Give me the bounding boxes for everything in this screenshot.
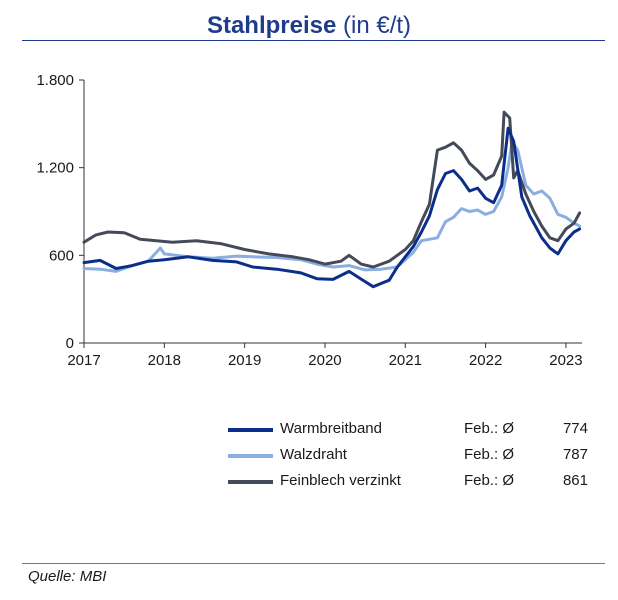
x-tick-label: 2020 [308, 352, 341, 369]
legend-label-warmbreitband: Warmbreitband [280, 420, 382, 437]
series-line-feinblech-verzinkt [82, 110, 582, 269]
legend-item-feinblech: Feinblech verzinkt Feb.: Ø 861 [228, 470, 608, 494]
legend-item-walzdraht: Walzdraht Feb.: Ø 787 [228, 444, 608, 468]
source-rule [22, 563, 605, 564]
legend-swatch-feinblech [228, 480, 273, 484]
x-tick-label: 2018 [148, 352, 181, 369]
legend-swatch-walzdraht [228, 454, 273, 458]
chart-title-unit: (in €/t) [343, 12, 412, 39]
x-tick-label: 2017 [67, 352, 100, 369]
y-tick-label: 0 [66, 335, 74, 352]
x-tick-label: 2021 [389, 352, 422, 369]
source-note: Quelle: MBI [28, 568, 107, 585]
legend-stat-label-warmbreitband: Feb.: Ø [464, 420, 515, 437]
chart-title-bold: Stahlpreise [206, 12, 337, 39]
legend-label-walzdraht: Walzdraht [280, 446, 347, 463]
y-tick-label: 1.200 [36, 160, 74, 177]
legend-stat-label-feinblech: Feb.: Ø [464, 472, 515, 489]
series-line-warmbreitband [82, 126, 582, 289]
chart-plot: 0 600 1.200 1.800 2017 2018 2019 2020 2021 2022 20… [36, 72, 582, 369]
x-tick-label: 2022 [469, 352, 502, 369]
legend-stat-value-walzdraht: 787 [562, 446, 588, 463]
title-rule [22, 40, 605, 41]
x-tick-label: 2019 [228, 352, 261, 369]
legend-label-feinblech: Feinblech verzinkt [280, 472, 401, 489]
legend-swatch-warmbreitband [228, 428, 273, 432]
chart-title: Stahlpreise (in €/t) [0, 12, 618, 40]
x-tick-label: 2023 [549, 352, 582, 369]
y-tick-label: 1.800 [36, 72, 74, 89]
y-tick-label: 600 [49, 247, 74, 264]
legend-stat-value-feinblech: 861 [562, 472, 588, 489]
legend-stat-value-warmbreitband: 774 [562, 420, 588, 437]
legend-stat-label-walzdraht: Feb.: Ø [464, 446, 515, 463]
legend-item-warmbreitband: Warmbreitband Feb.: Ø 774 [228, 418, 608, 442]
